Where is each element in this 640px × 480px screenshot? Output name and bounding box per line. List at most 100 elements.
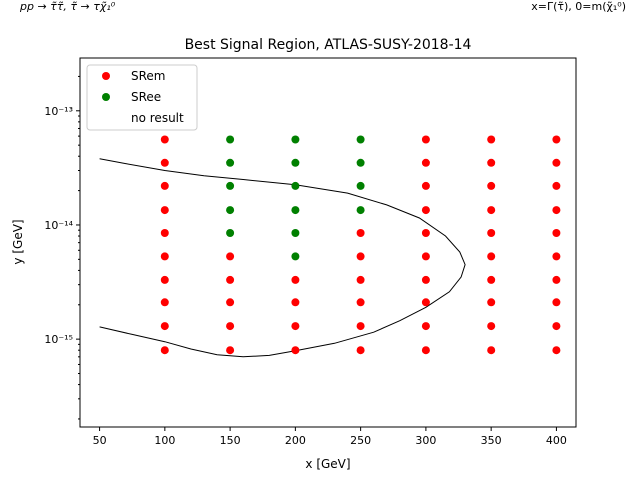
data-point [552, 229, 561, 237]
data-point [356, 275, 365, 284]
data-point [291, 158, 300, 167]
x-tick-label: 100 [154, 434, 175, 447]
data-point [160, 346, 169, 355]
y-tick-label: 10⁻¹³ [44, 105, 73, 118]
data-point [291, 322, 300, 331]
data-point [291, 181, 300, 190]
data-point [226, 322, 235, 331]
series-sree [226, 135, 365, 261]
data-point [160, 135, 169, 144]
data-point [160, 181, 169, 190]
data-point [487, 252, 496, 261]
data-point [421, 346, 430, 355]
y-tick-label: 10⁻¹⁴ [44, 219, 73, 232]
data-point [552, 322, 561, 331]
data-point [356, 252, 365, 261]
data-point [291, 252, 300, 261]
data-point [226, 181, 235, 190]
data-point [552, 135, 561, 144]
data-point [291, 346, 300, 355]
data-point [552, 158, 561, 167]
x-tick-label: 50 [93, 434, 107, 447]
data-point [552, 275, 561, 284]
data-point [226, 298, 235, 307]
data-point [226, 135, 235, 144]
legend-box [86, 64, 198, 131]
data-point [552, 298, 561, 307]
data-point [552, 206, 561, 215]
x-tick-label: 200 [285, 434, 306, 447]
data-point [291, 275, 300, 284]
x-tick-label: 250 [350, 434, 371, 447]
x-axis-label: x [GeV] [305, 457, 350, 471]
data-point [226, 275, 235, 284]
data-point [487, 298, 496, 307]
data-point [356, 181, 365, 190]
y-axis-label: y [GeV] [11, 219, 25, 264]
axes-definition-label: x=Γ(τ̃), 0=m(χ̃₁⁰) [531, 0, 626, 13]
data-point [160, 322, 169, 331]
y-tick-label: 10⁻¹⁵ [44, 333, 73, 346]
data-point [356, 206, 365, 215]
data-point [487, 229, 496, 237]
data-point [160, 206, 169, 215]
data-point [226, 158, 235, 167]
data-point [421, 298, 430, 307]
data-point [226, 229, 235, 237]
data-point [487, 322, 496, 331]
data-point [356, 135, 365, 144]
data-point [160, 252, 169, 261]
data-point [356, 158, 365, 167]
legend-marker-srem [102, 72, 110, 80]
data-point [291, 135, 300, 144]
data-point [421, 135, 430, 144]
data-point [421, 275, 430, 284]
data-point [356, 298, 365, 307]
data-point [421, 158, 430, 167]
data-point [356, 229, 365, 237]
data-point [487, 135, 496, 144]
data-point [160, 229, 169, 237]
legend-label: SRee [131, 90, 161, 104]
data-point [552, 252, 561, 261]
x-tick-label: 400 [546, 434, 567, 447]
legend-label: no result [131, 111, 184, 125]
data-point [356, 322, 365, 331]
data-point [487, 158, 496, 167]
data-point [552, 346, 561, 355]
data-point [421, 252, 430, 261]
data-point [226, 206, 235, 215]
data-point [421, 229, 430, 237]
data-point [160, 298, 169, 307]
x-tick-label: 150 [220, 434, 241, 447]
data-point [487, 275, 496, 284]
data-point [291, 229, 300, 237]
data-point [160, 158, 169, 167]
x-axis: 50 100 150 200 250 300 350 400 [93, 427, 567, 447]
x-tick-label: 300 [415, 434, 436, 447]
chart-title: Best Signal Region, ATLAS-SUSY-2018-14 [185, 37, 472, 53]
data-point [226, 252, 235, 261]
data-point [487, 206, 496, 215]
process-label: pp → τ̃τ̃, τ̃ → τχ̃₁⁰ [20, 0, 116, 13]
legend-marker-sree [102, 93, 110, 101]
legend: SRem SRee no result [86, 64, 198, 131]
data-point [160, 275, 169, 284]
data-point [552, 181, 561, 190]
data-point [421, 181, 430, 190]
x-tick-label: 350 [481, 434, 502, 447]
data-point [487, 181, 496, 190]
data-point [291, 298, 300, 307]
data-point [356, 346, 365, 355]
data-point [421, 322, 430, 331]
series-srem [160, 135, 561, 355]
data-point [421, 206, 430, 215]
data-point [226, 346, 235, 355]
legend-label: SRem [131, 69, 166, 83]
plot-area [99, 135, 561, 358]
exclusion-contour [99, 158, 466, 358]
y-axis: 10⁻¹⁵ 10⁻¹⁴ 10⁻¹³ [44, 75, 80, 420]
data-point [291, 206, 300, 215]
data-point [487, 346, 496, 355]
